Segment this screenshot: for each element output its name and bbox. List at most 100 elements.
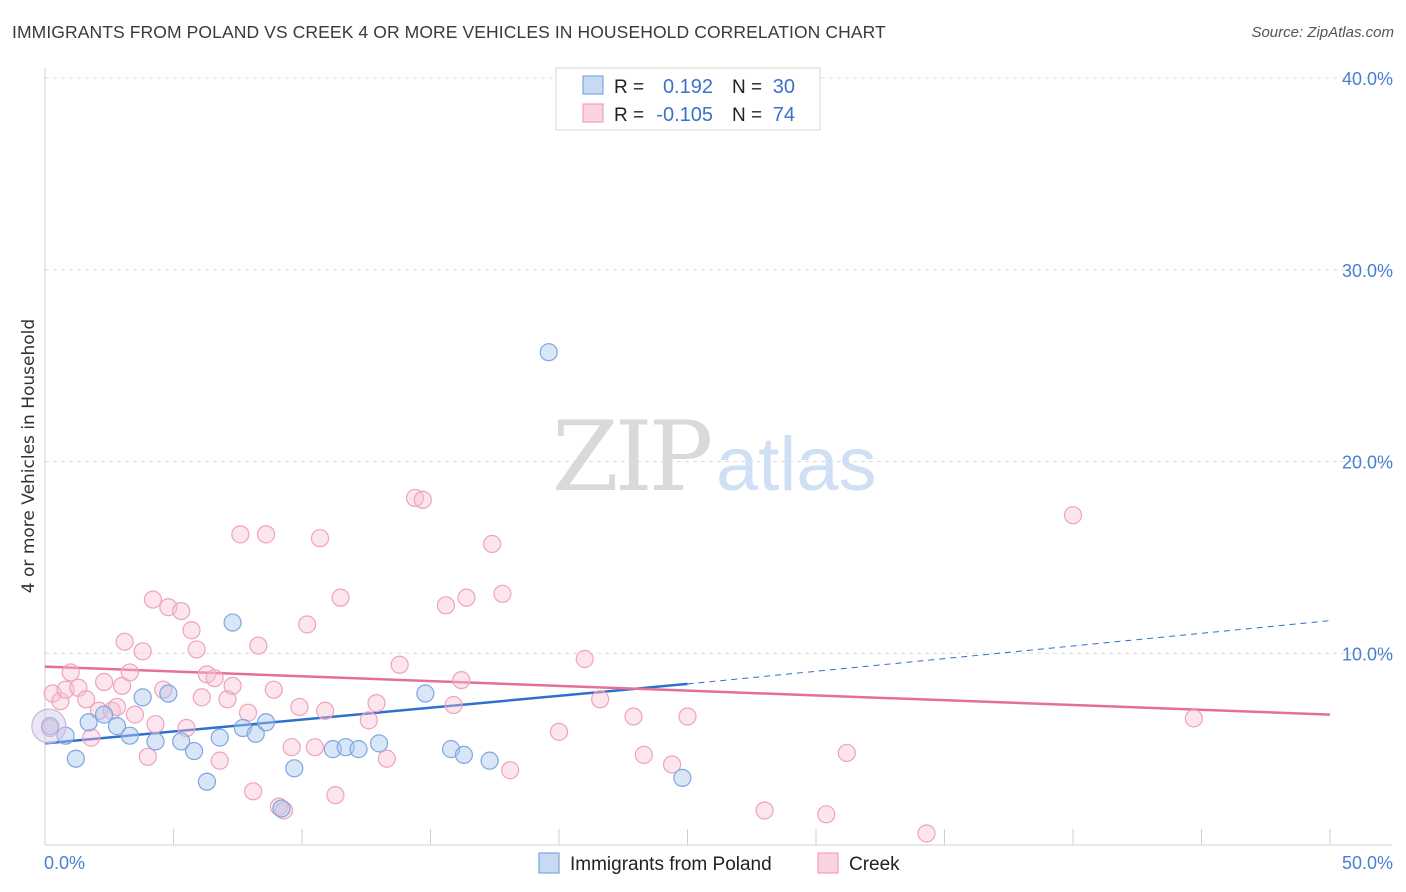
poland-point bbox=[107, 717, 127, 736]
poland-point bbox=[272, 799, 291, 818]
poland-point bbox=[416, 684, 435, 703]
poland-point bbox=[95, 705, 114, 724]
creek-point bbox=[444, 695, 463, 715]
y-tick-label: 30.0% bbox=[1342, 261, 1393, 281]
creek-point bbox=[452, 670, 471, 690]
creek-point bbox=[192, 688, 211, 707]
poland-point bbox=[246, 724, 265, 743]
poland-swatch bbox=[582, 75, 604, 95]
series-legend: Immigrants from Poland Creek bbox=[538, 852, 900, 875]
poland-point bbox=[285, 759, 304, 778]
creek-point bbox=[483, 534, 502, 554]
creek-point bbox=[413, 490, 432, 509]
poland-r-label: R = bbox=[614, 77, 644, 98]
creek-swatch bbox=[582, 103, 604, 123]
creek-point bbox=[244, 782, 263, 801]
creek-point bbox=[591, 690, 610, 709]
creek-point bbox=[143, 590, 163, 609]
chart-title: IMMIGRANTS FROM POLAND VS CREEK 4 OR MOR… bbox=[12, 22, 886, 42]
creek-point bbox=[133, 642, 152, 661]
creek-point bbox=[436, 596, 456, 615]
creek-point bbox=[549, 722, 569, 741]
creek-point bbox=[112, 676, 132, 695]
creek-point bbox=[210, 751, 229, 770]
poland-point bbox=[66, 749, 85, 768]
watermark-zip: ZIP bbox=[552, 401, 711, 513]
creek-point bbox=[172, 601, 191, 621]
creek-n-value: 74 bbox=[773, 104, 795, 126]
creek-point bbox=[310, 529, 330, 548]
creek-point bbox=[624, 707, 643, 726]
creek-point bbox=[82, 728, 101, 747]
creek-r-value: -0.105 bbox=[656, 104, 713, 126]
creek-point bbox=[274, 801, 294, 820]
poland-point bbox=[349, 740, 368, 759]
creek-point bbox=[282, 738, 301, 757]
tick-labels: 10.0% 20.0% 30.0% 40.0% 0.0% 50.0% bbox=[44, 69, 1393, 873]
poland-point bbox=[223, 613, 242, 632]
cluster-point bbox=[31, 708, 67, 744]
creek-point bbox=[187, 640, 206, 659]
watermark-atlas: atlas bbox=[716, 422, 877, 507]
creek-point bbox=[125, 705, 145, 724]
watermark: ZIP atlas bbox=[552, 401, 877, 513]
poland-point bbox=[172, 732, 191, 751]
creek-point bbox=[367, 694, 386, 713]
creek-point bbox=[316, 701, 335, 720]
poland-n-value: 30 bbox=[773, 76, 795, 98]
creek-point bbox=[115, 632, 134, 651]
creek-point bbox=[1184, 709, 1203, 728]
poland-point bbox=[370, 734, 389, 753]
creek-point bbox=[264, 680, 283, 699]
poland-point bbox=[133, 688, 152, 707]
creek-point bbox=[331, 588, 350, 607]
creek-point bbox=[256, 525, 276, 544]
source-credit: Source: ZipAtlas.com bbox=[1251, 24, 1394, 41]
creek-point bbox=[390, 655, 409, 674]
poland-point bbox=[480, 751, 499, 770]
creek-point bbox=[755, 801, 774, 820]
creek-point bbox=[634, 745, 653, 764]
poland-point bbox=[159, 684, 178, 703]
poland-point bbox=[210, 728, 229, 747]
creek-point bbox=[218, 690, 237, 709]
legend-poland-label: Immigrants from Poland bbox=[570, 854, 772, 875]
poland-point bbox=[256, 713, 276, 732]
axes bbox=[44, 68, 1392, 846]
creek-point bbox=[249, 636, 268, 655]
y-tick-label: 20.0% bbox=[1342, 453, 1393, 473]
creek-point bbox=[120, 663, 139, 682]
creek-point bbox=[231, 525, 250, 544]
poland-point bbox=[539, 343, 558, 362]
creek-point bbox=[146, 715, 165, 734]
stats-legend: R = 0.192 N = 30 R = -0.105 N = 74 bbox=[555, 67, 821, 131]
legend-poland-swatch bbox=[538, 852, 560, 874]
legend-creek-swatch bbox=[817, 852, 839, 874]
creek-point bbox=[223, 676, 242, 695]
creek-point bbox=[326, 786, 345, 805]
poland-point bbox=[41, 717, 60, 736]
creek-point bbox=[493, 584, 512, 603]
creek-point bbox=[575, 649, 594, 669]
poland-point bbox=[184, 741, 204, 761]
creek-point bbox=[290, 697, 309, 717]
data-points bbox=[31, 343, 1203, 843]
grid-lines bbox=[45, 77, 1392, 654]
creek-point bbox=[51, 692, 70, 711]
poland-point bbox=[146, 732, 165, 751]
x-tick-label: 50.0% bbox=[1342, 853, 1393, 873]
creek-point bbox=[662, 755, 682, 774]
poland-trend-extension bbox=[687, 620, 1331, 685]
creek-point bbox=[377, 749, 396, 768]
poland-r-value: 0.192 bbox=[663, 76, 713, 98]
creek-point bbox=[95, 672, 114, 692]
creek-n-label: N = bbox=[732, 105, 762, 126]
creek-point bbox=[205, 669, 224, 688]
creek-r-label: R = bbox=[614, 105, 644, 126]
creek-point bbox=[1063, 506, 1083, 525]
creek-point bbox=[678, 707, 697, 726]
creek-point bbox=[457, 588, 476, 607]
creek-point bbox=[138, 747, 157, 766]
creek-point bbox=[359, 711, 378, 730]
creek-point bbox=[817, 805, 836, 824]
